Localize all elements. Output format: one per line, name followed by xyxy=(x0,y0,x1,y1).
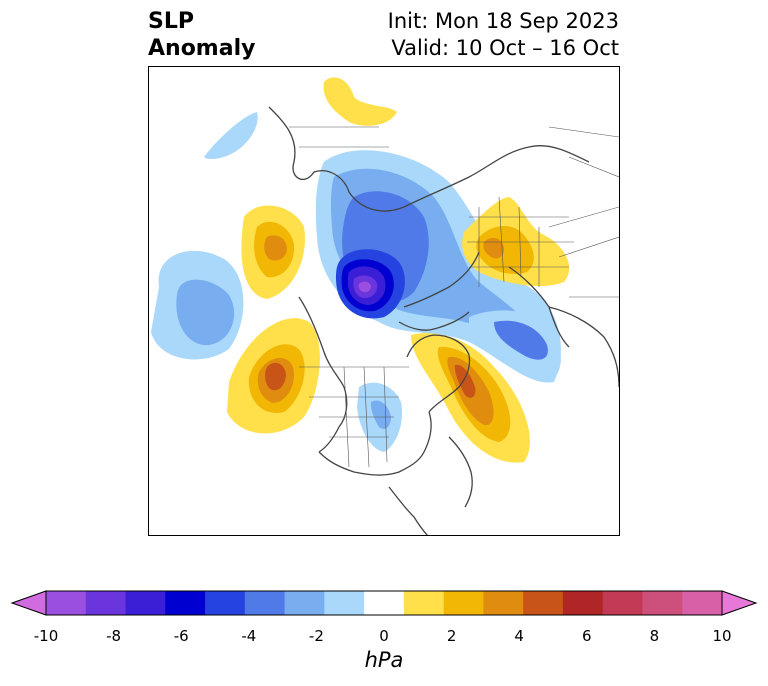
colorbar-bin xyxy=(682,591,723,615)
colorbar-tick-label: -2 xyxy=(308,627,324,645)
colorbar-outline xyxy=(45,590,723,616)
colorbar-tick-label: -6 xyxy=(173,627,189,645)
colorbar-tick-label: 6 xyxy=(582,627,592,645)
colorbar-bin xyxy=(125,591,166,615)
colorbar-tick-label: -8 xyxy=(106,627,122,645)
nw-blue-patch xyxy=(204,112,258,160)
colorbar xyxy=(10,590,758,616)
valid-dates: Valid: 10 Oct – 16 Oct xyxy=(391,36,619,60)
anomaly-fields xyxy=(151,77,570,463)
colorbar-bin xyxy=(523,591,564,615)
slp-anomaly-map xyxy=(148,66,620,536)
colorbar-bin xyxy=(165,591,206,615)
valid-period: Init: Mon 18 Sep 2023 Valid: 10 Oct – 16… xyxy=(388,8,619,62)
pacific-high-core xyxy=(265,362,286,391)
colorbar-bin xyxy=(562,591,604,615)
colorbar-tick-label: 0 xyxy=(379,627,389,645)
colorbar-bin xyxy=(403,591,445,615)
map-title: SLP Anomaly xyxy=(148,8,255,62)
pacific-low-inner xyxy=(176,279,235,346)
atlantic-high-core xyxy=(454,364,476,398)
colorbar-tick-label: 2 xyxy=(446,627,457,645)
colorbar-bin xyxy=(324,591,365,615)
colorbar-unit-label: hPa xyxy=(364,648,404,672)
eu-low-inner xyxy=(494,320,548,360)
colorbar-tick-label: -4 xyxy=(241,627,257,645)
colorbar-bin xyxy=(642,591,683,615)
colorbar-tick-label: -10 xyxy=(33,627,59,645)
coastlines xyxy=(268,106,619,535)
colorbar-tick-label: 8 xyxy=(649,627,660,645)
urals-high-core xyxy=(483,237,505,259)
colorbar-bin xyxy=(364,591,405,615)
colorbar-bin xyxy=(443,591,484,615)
title-line-1: SLP xyxy=(148,9,194,34)
colorbar-bin xyxy=(205,591,246,615)
init-date: Init: Mon 18 Sep 2023 xyxy=(387,9,619,33)
arctic-low-center xyxy=(358,281,371,293)
siberia-high-core xyxy=(264,235,287,261)
colorbar-extend-min xyxy=(10,590,47,616)
title-line-2: Anomaly xyxy=(148,36,256,61)
borders xyxy=(289,126,619,468)
colorbar-extend-max xyxy=(721,590,758,616)
urals-high-mid xyxy=(476,225,534,274)
colorbar-bin xyxy=(85,591,127,615)
colorbar-bin xyxy=(46,591,87,615)
colorbar-tick-label: 4 xyxy=(514,627,524,645)
colorbar-tick-label: 10 xyxy=(712,627,732,645)
colorbar-bin xyxy=(483,591,524,615)
colorbar-bin xyxy=(244,591,286,615)
colorbar-bin xyxy=(602,591,643,615)
colorbar-bin xyxy=(284,591,325,615)
asia-high-top xyxy=(323,77,397,126)
map-canvas xyxy=(151,77,619,535)
